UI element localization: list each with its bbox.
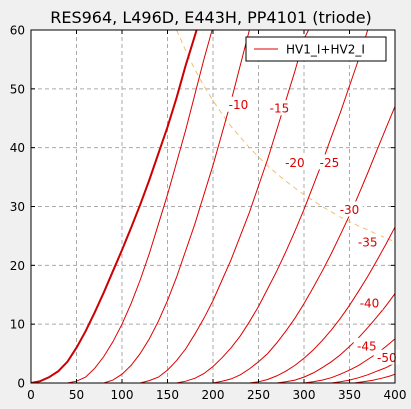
curve-grid-minus-35 (276, 293, 395, 383)
curve-label-bg (336, 201, 363, 217)
x-tick-label: 400 (384, 388, 407, 402)
curve-grid-minus-50 (354, 373, 395, 383)
curve-label: -45 (357, 339, 377, 353)
x-tick-label: 50 (69, 388, 84, 402)
y-tick-label: 20 (10, 259, 25, 273)
x-tick-label: 200 (202, 388, 225, 402)
y-tick-label: 40 (10, 141, 25, 155)
curve-grid-minus-5 (67, 30, 213, 383)
curve-grid-minus-10 (103, 30, 250, 383)
curve-grid-minus-25 (212, 106, 395, 383)
curve-label: -15 (270, 102, 290, 116)
y-tick-label: 60 (10, 24, 25, 38)
y-tick-label: 30 (10, 200, 25, 214)
y-tick-label: 50 (10, 82, 25, 96)
curve-grid-minus-20 (176, 30, 369, 383)
curve-label-bg (356, 294, 383, 310)
grid-lines (31, 30, 395, 383)
curve-label-bg (353, 337, 380, 353)
curve-label: -30 (340, 203, 360, 217)
legend-label: HV1_I+HV2_I (286, 43, 365, 57)
curve-label-bg (373, 349, 400, 365)
curve-label-bg (354, 233, 381, 249)
curve-label: -20 (285, 156, 305, 170)
curve-label: -50 (377, 351, 397, 365)
x-tick-label: 300 (293, 388, 316, 402)
curve-label-bg (316, 154, 343, 170)
x-tick-label: 150 (156, 388, 179, 402)
x-tick-label: 100 (111, 388, 134, 402)
curve-label-bg (225, 96, 252, 112)
curve-label: -25 (320, 156, 340, 170)
y-tick-label: 10 (10, 318, 25, 332)
curve-grid-minus-45 (331, 362, 395, 383)
curve-grid-0 (31, 30, 198, 383)
dissipation-curve (176, 30, 395, 243)
x-tick-label: 250 (247, 388, 270, 402)
curve-label-bg (281, 154, 308, 170)
curve-label: -10 (229, 98, 249, 112)
x-tick-label: 0 (27, 388, 35, 402)
y-tick-label: 0 (17, 377, 25, 391)
curve-label: -35 (358, 235, 378, 249)
curve-grid-minus-30 (249, 226, 395, 383)
x-tick-label: 350 (338, 388, 361, 402)
curve-label-bg (266, 100, 293, 116)
legend: HV1_I+HV2_I (245, 36, 387, 62)
chart-title: RES964, L496D, E443H, PP4101 (triode) (50, 8, 372, 27)
curve-labels: -10 -15 -20 -25 -30 -35 -40 -45-50 (225, 96, 400, 365)
curve-label: -40 (360, 296, 380, 310)
axis-ticks: 0 50 100 150 200 250 300 350 400 0 10 20 30 40 50 60 (10, 24, 407, 403)
